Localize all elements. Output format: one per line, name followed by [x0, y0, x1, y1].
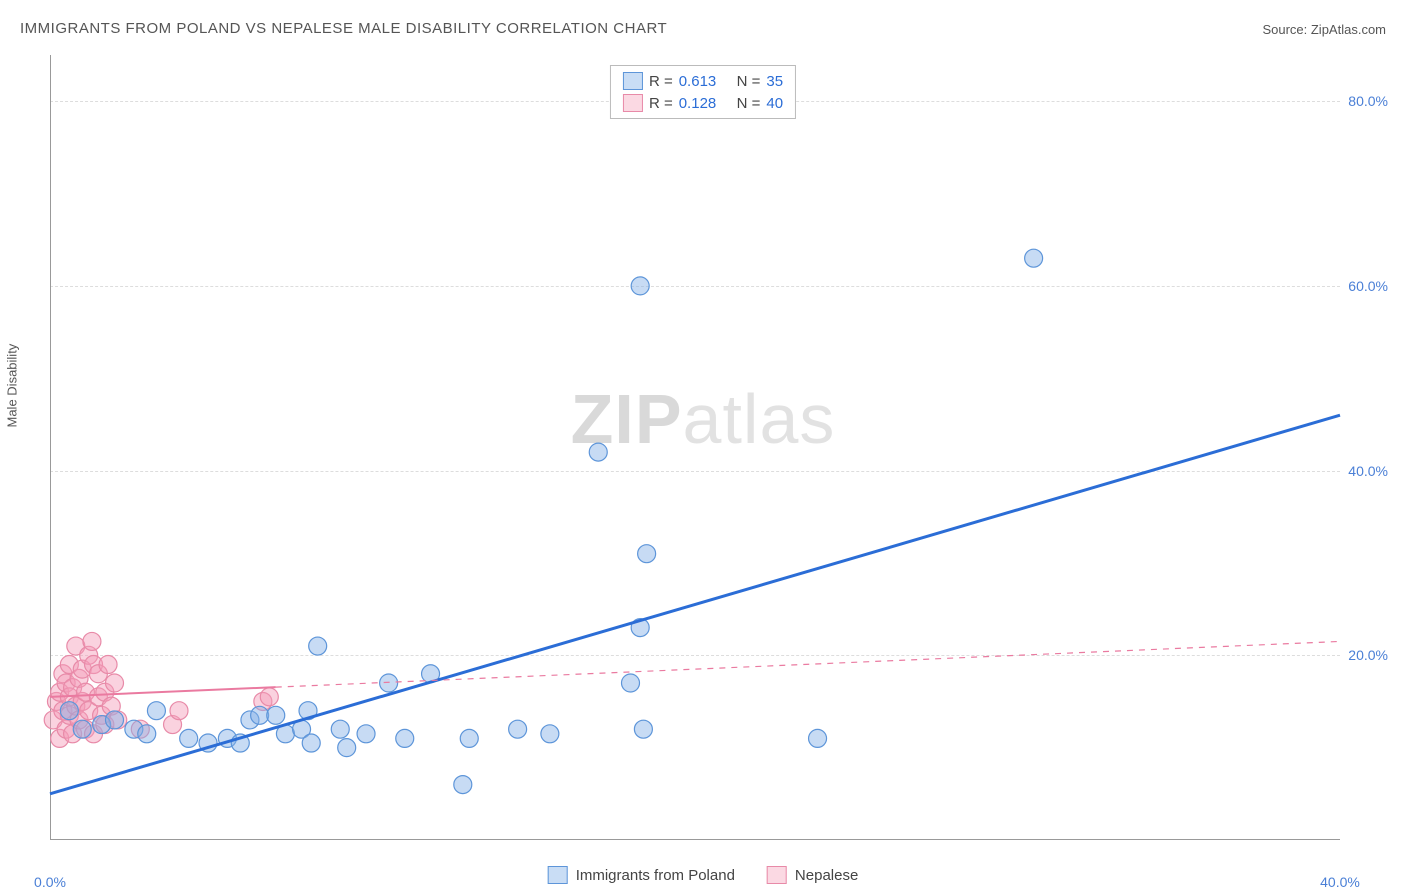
data-point: [631, 277, 649, 295]
source-attribution: Source: ZipAtlas.com: [1262, 22, 1386, 37]
data-point: [1025, 249, 1043, 267]
data-point: [267, 706, 285, 724]
scatter-plot: [50, 55, 1340, 840]
y-tick-label: 40.0%: [1348, 463, 1388, 479]
data-point: [622, 674, 640, 692]
data-point: [809, 729, 827, 747]
trendline: [50, 415, 1340, 794]
data-point: [396, 729, 414, 747]
legend-row-blue: R = 0.613 N = 35: [623, 70, 783, 92]
data-point: [460, 729, 478, 747]
data-point: [260, 688, 278, 706]
data-point: [338, 739, 356, 757]
data-point: [302, 734, 320, 752]
y-axis-label: Male Disability: [5, 344, 20, 428]
swatch-pink: [767, 866, 787, 884]
data-point: [60, 702, 78, 720]
data-point: [454, 776, 472, 794]
y-tick-label: 60.0%: [1348, 278, 1388, 294]
y-tick-label: 80.0%: [1348, 93, 1388, 109]
data-point: [509, 720, 527, 738]
data-point: [99, 656, 117, 674]
data-point: [638, 545, 656, 563]
data-point: [180, 729, 198, 747]
data-point: [357, 725, 375, 743]
data-point: [147, 702, 165, 720]
x-tick-label: 0.0%: [34, 874, 66, 890]
legend-item-poland: Immigrants from Poland: [548, 866, 735, 884]
data-point: [138, 725, 156, 743]
swatch-pink: [623, 94, 643, 112]
data-point: [83, 632, 101, 650]
data-point: [541, 725, 559, 743]
legend-series: Immigrants from Poland Nepalese: [548, 866, 859, 884]
data-point: [309, 637, 327, 655]
data-point: [634, 720, 652, 738]
data-point: [106, 711, 124, 729]
data-point: [170, 702, 188, 720]
data-point: [589, 443, 607, 461]
data-point: [331, 720, 349, 738]
data-point: [380, 674, 398, 692]
swatch-blue: [548, 866, 568, 884]
y-tick-label: 20.0%: [1348, 647, 1388, 663]
legend-item-nepalese: Nepalese: [767, 866, 858, 884]
legend-row-pink: R = 0.128 N = 40: [623, 92, 783, 114]
data-point: [106, 674, 124, 692]
x-tick-label: 40.0%: [1320, 874, 1360, 890]
chart-container: IMMIGRANTS FROM POLAND VS NEPALESE MALE …: [0, 0, 1406, 892]
legend-statistics: R = 0.613 N = 35 R = 0.128 N = 40: [610, 65, 796, 119]
trendline-extrapolated: [276, 641, 1340, 687]
swatch-blue: [623, 72, 643, 90]
data-point: [251, 706, 269, 724]
data-point: [73, 720, 91, 738]
chart-title: IMMIGRANTS FROM POLAND VS NEPALESE MALE …: [20, 20, 667, 37]
